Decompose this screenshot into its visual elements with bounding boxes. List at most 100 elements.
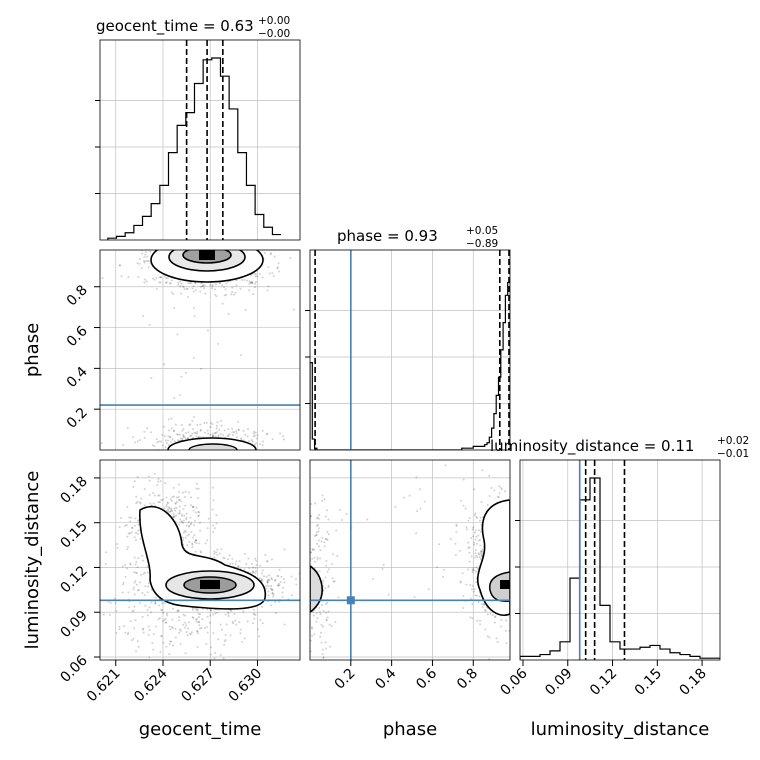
sample-point xyxy=(327,586,330,589)
sample-point xyxy=(240,640,243,643)
sample-point xyxy=(203,287,206,290)
sample-point xyxy=(250,452,252,454)
sample-point xyxy=(135,650,138,653)
sample-point xyxy=(262,575,265,578)
sample-point xyxy=(332,553,335,556)
sample-point xyxy=(470,588,473,591)
sample-point xyxy=(215,424,218,427)
sample-point xyxy=(148,656,151,659)
sample-point xyxy=(489,612,492,615)
sample-point xyxy=(184,652,187,655)
sample-point xyxy=(326,538,329,541)
sample-point xyxy=(207,432,210,435)
sample-point xyxy=(217,638,220,641)
sample-point xyxy=(251,571,254,574)
sample-point xyxy=(177,283,180,286)
sample-point xyxy=(283,581,286,584)
sample-point xyxy=(177,512,180,515)
sample-point xyxy=(283,623,286,626)
sample-point xyxy=(206,615,209,618)
sample-point xyxy=(139,247,141,249)
sample-point xyxy=(147,625,150,628)
sample-point xyxy=(526,571,528,573)
sample-point xyxy=(473,588,476,591)
sample-point xyxy=(471,603,474,606)
title-phase-lower: −0.89 xyxy=(466,238,498,250)
sample-point xyxy=(324,641,327,644)
sample-point xyxy=(279,580,282,583)
sample-point xyxy=(132,637,135,640)
sample-point xyxy=(238,235,240,237)
sample-point xyxy=(215,431,218,434)
sample-point xyxy=(228,554,231,557)
sample-point xyxy=(306,561,308,563)
sample-point xyxy=(193,431,196,434)
sample-point xyxy=(172,512,175,515)
sample-point xyxy=(183,529,186,532)
sample-point xyxy=(204,292,207,295)
sample-point xyxy=(133,605,136,608)
sample-point xyxy=(310,515,312,518)
sample-point xyxy=(156,484,159,487)
sample-point xyxy=(144,278,147,281)
sample-point xyxy=(128,606,131,609)
sample-point xyxy=(125,524,128,527)
sample-point xyxy=(188,540,191,543)
sample-point xyxy=(165,614,168,617)
sample-point xyxy=(177,453,179,455)
sample-point xyxy=(169,435,172,438)
sample-point xyxy=(513,578,515,580)
sample-point xyxy=(217,245,219,247)
sample-point xyxy=(382,563,385,566)
y-tick-label: 0.09 xyxy=(57,608,90,641)
sample-point xyxy=(517,545,519,547)
sample-point xyxy=(469,597,472,600)
sample-point xyxy=(159,241,161,243)
sample-point xyxy=(181,437,184,440)
sample-point xyxy=(210,241,212,243)
sample-point xyxy=(290,575,293,578)
sample-point xyxy=(277,237,279,239)
sample-point xyxy=(189,523,192,526)
sample-point xyxy=(147,475,150,478)
sample-point xyxy=(459,580,462,583)
sample-point xyxy=(513,617,515,619)
sample-point xyxy=(223,640,226,643)
sample-point xyxy=(179,246,181,248)
sample-point xyxy=(235,279,238,282)
sample-point xyxy=(307,548,309,550)
sample-point xyxy=(317,545,320,548)
sample-point xyxy=(473,556,476,559)
sample-point xyxy=(171,644,174,647)
sample-point xyxy=(513,548,515,550)
sample-point xyxy=(235,242,237,244)
sample-point xyxy=(218,552,221,555)
sample-point xyxy=(192,505,195,508)
sample-point xyxy=(172,292,175,295)
sample-point xyxy=(273,579,276,582)
sample-point xyxy=(128,516,131,519)
sample-point xyxy=(245,563,248,566)
sample-point xyxy=(255,559,258,562)
sample-point xyxy=(171,237,173,239)
sample-point xyxy=(330,563,333,566)
sample-point xyxy=(237,421,240,424)
sample-point xyxy=(182,536,185,539)
sample-point xyxy=(149,502,152,505)
sample-point xyxy=(321,648,324,651)
sample-point xyxy=(419,507,422,510)
sample-point xyxy=(211,240,213,242)
sample-point xyxy=(146,614,149,617)
sample-point xyxy=(146,565,149,568)
sample-point xyxy=(302,605,304,607)
sample-point xyxy=(239,287,242,290)
sample-point xyxy=(174,423,177,426)
sample-point xyxy=(185,454,187,456)
sample-point xyxy=(198,435,201,438)
sample-point xyxy=(148,479,151,482)
sample-point xyxy=(136,640,139,643)
sample-point xyxy=(475,566,478,569)
sample-point xyxy=(186,634,189,637)
sample-point xyxy=(471,585,474,588)
sample-point xyxy=(162,244,164,246)
